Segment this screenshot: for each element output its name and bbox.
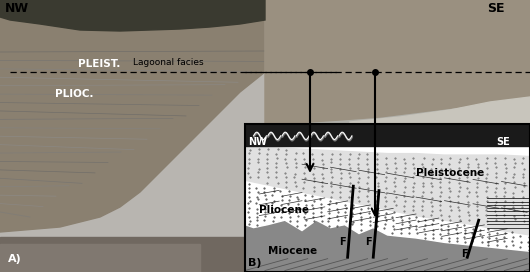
Text: NW: NW [248, 137, 267, 147]
Text: Pleistocene: Pleistocene [416, 168, 484, 178]
Text: SE: SE [488, 2, 505, 15]
Polygon shape [245, 146, 530, 235]
Polygon shape [350, 97, 530, 152]
Polygon shape [245, 220, 530, 272]
Polygon shape [0, 0, 265, 31]
Text: PLIOC.: PLIOC. [55, 89, 93, 99]
Text: F: F [339, 237, 346, 247]
Text: NW: NW [5, 2, 29, 15]
Text: F: F [462, 249, 468, 259]
Bar [0, 237, 530, 272]
Polygon shape [245, 124, 530, 146]
Text: F: F [365, 237, 372, 247]
Bar [0, 244, 200, 272]
Bar [245, 124, 530, 272]
Text: Miocene: Miocene [268, 246, 317, 256]
Text: B): B) [248, 258, 261, 268]
Bar [265, 0, 530, 152]
Bar [245, 124, 530, 272]
Text: A): A) [8, 254, 22, 264]
Bar [0, 0, 530, 42]
Text: PLEIST.: PLEIST. [78, 59, 120, 69]
Polygon shape [245, 180, 530, 251]
Polygon shape [265, 0, 530, 124]
Text: SE: SE [496, 137, 509, 147]
Text: Lagoonal facies: Lagoonal facies [133, 58, 204, 67]
Polygon shape [0, 0, 265, 232]
Text: Pliocene: Pliocene [259, 205, 309, 215]
